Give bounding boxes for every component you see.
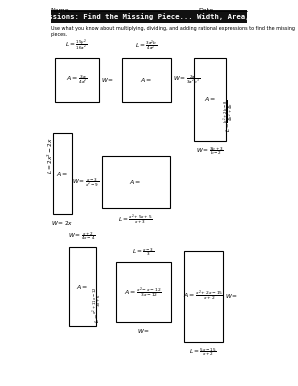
Text: $A = \frac{x^2-x-12}{3x-12}$: $A = \frac{x^2-x-12}{3x-12}$ [124, 285, 162, 300]
Text: $L = \frac{x^2+5x+5}{x+3}$: $L = \frac{x^2+5x+5}{x+3}$ [118, 213, 153, 227]
Text: $A =$: $A =$ [129, 178, 142, 186]
Text: $W =$: $W =$ [225, 292, 239, 300]
Text: $W = \frac{3b+3}{b-2}$: $W = \frac{3b+3}{b-2}$ [196, 146, 224, 157]
Text: $A = \frac{x^2+2x-15}{x+2}$: $A = \frac{x^2+2x-15}{x+2}$ [183, 289, 224, 303]
Text: $A = \frac{3a}{4a^2}$: $A = \frac{3a}{4a^2}$ [66, 74, 88, 86]
Text: $W =$: $W =$ [101, 76, 114, 84]
Text: $W = \frac{2a}{3a^2b^3}$: $W = \frac{2a}{3a^2b^3}$ [173, 74, 200, 86]
Text: $L = 2x^2 - 2x$: $L = 2x^2 - 2x$ [45, 137, 55, 174]
Text: $W = \frac{x+2}{4x-4}$: $W = \frac{x+2}{4x-4}$ [69, 230, 96, 242]
Text: Rational Expressions: Find the Missing Piece... Width, Area, or Perimeter.: Rational Expressions: Find the Missing P… [0, 14, 298, 20]
Bar [122, 58, 170, 102]
Text: Name: Name [50, 8, 69, 14]
Text: $L = \frac{x^2+11x-12}{3x+6}$: $L = \frac{x^2+11x-12}{3x+6}$ [91, 286, 105, 323]
FancyBboxPatch shape [50, 10, 248, 23]
Text: $L = \frac{b^2+2b-8}{4b^2+4b}$: $L = \frac{b^2+2b-8}{4b^2+4b}$ [221, 99, 236, 132]
Bar [102, 156, 170, 208]
Text: $A =$: $A =$ [56, 170, 69, 178]
Text: $L = \frac{15y^2}{16a^2}$: $L = \frac{15y^2}{16a^2}$ [66, 38, 88, 53]
Text: $A =$: $A =$ [204, 95, 216, 103]
Text: $L = \frac{5x-15}{x+2}$: $L = \frac{5x-15}{x+2}$ [190, 346, 217, 358]
Text: Use what you know about multiplying, dividing, and adding rational expressions t: Use what you know about multiplying, div… [50, 26, 294, 37]
Bar [55, 58, 99, 102]
Bar [69, 247, 96, 326]
Text: $W = \frac{x-3}{x^2-9}$: $W = \frac{x-3}{x^2-9}$ [72, 176, 99, 189]
Text: $L = \frac{x-3}{3}$: $L = \frac{x-3}{3}$ [132, 246, 155, 258]
Text: $A =$: $A =$ [140, 76, 153, 84]
Text: $W = 2x$: $W = 2x$ [51, 219, 73, 227]
Text: $A =$: $A =$ [76, 283, 89, 291]
Bar [194, 58, 226, 141]
Bar [116, 262, 170, 322]
Text: Date: Date [198, 8, 213, 14]
Text: $W =$: $W =$ [137, 327, 150, 335]
Text: $L = \frac{3a^2b}{4a^2}$: $L = \frac{3a^2b}{4a^2}$ [135, 39, 158, 53]
Bar [184, 251, 223, 342]
Bar [52, 133, 72, 214]
